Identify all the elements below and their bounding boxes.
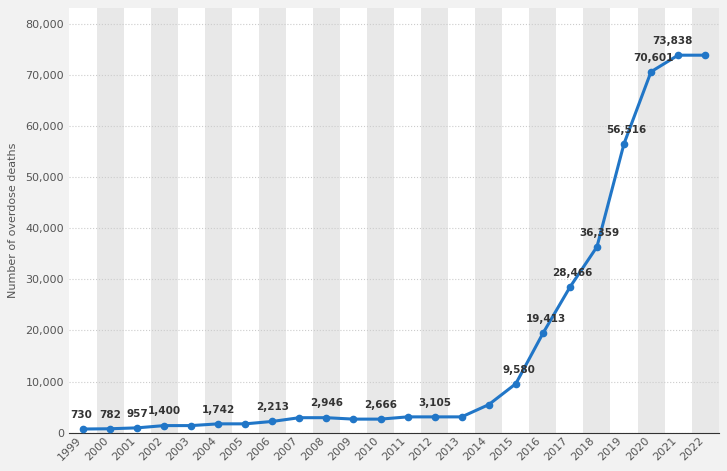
Text: 28,466: 28,466 [553, 268, 593, 278]
Text: 2,213: 2,213 [256, 402, 289, 412]
Bar [259, 8, 286, 433]
Text: 3,105: 3,105 [418, 398, 451, 408]
Text: 70,601: 70,601 [633, 53, 674, 63]
Y-axis label: Number of overdose deaths: Number of overdose deaths [8, 143, 18, 298]
Bar [421, 8, 448, 433]
Bar [638, 8, 664, 433]
Text: 2,666: 2,666 [364, 400, 397, 410]
Text: 1,742: 1,742 [201, 405, 235, 414]
Bar [475, 8, 502, 433]
Bar [691, 8, 719, 433]
Text: 9,580: 9,580 [502, 365, 535, 374]
Text: 957: 957 [126, 409, 148, 419]
Bar [150, 8, 177, 433]
Bar [205, 8, 232, 433]
Text: 782: 782 [99, 410, 121, 420]
Text: 730: 730 [71, 410, 92, 420]
Bar [367, 8, 394, 433]
Text: 2,946: 2,946 [310, 398, 343, 408]
Bar [97, 8, 124, 433]
Text: 73,838: 73,838 [653, 36, 693, 46]
Text: 19,413: 19,413 [526, 314, 566, 324]
Bar [313, 8, 340, 433]
Bar [529, 8, 556, 433]
Text: 36,359: 36,359 [579, 227, 619, 238]
Text: 56,516: 56,516 [606, 124, 647, 135]
Bar [583, 8, 611, 433]
Text: 1,400: 1,400 [148, 406, 181, 416]
